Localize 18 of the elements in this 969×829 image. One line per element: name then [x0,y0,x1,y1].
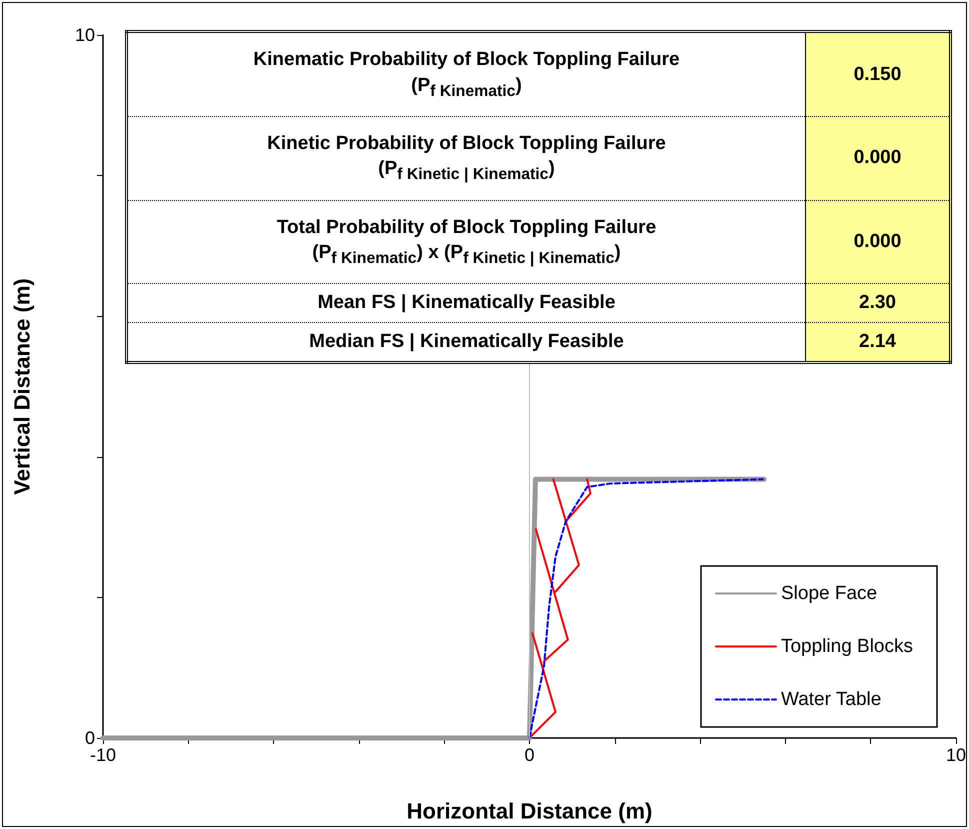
x-tick-label: 0 [524,745,534,765]
annotation: Total Probability of Block Toppling Failure (P$_{f Kinematic}$) x (P$_{f Kinetic | Kinematic}$) [126,200,806,284]
x-axis-title: Horizontal Distance (m) [406,798,652,824]
annotation: Median FS | Kinematically Feasible [126,322,806,362]
annotation: Mean FS | Kinematically Feasible [126,284,806,323]
annotation: 0.000 [806,116,950,200]
annotation: 0.150 [806,32,950,116]
annotation: 2.30 [806,284,950,323]
y-axis-title: Vertical Distance (m) [10,278,34,495]
legend-label: Toppling Blocks [780,636,914,657]
legend-label: Water Table [780,689,882,710]
annotation: 0.000 [806,200,950,284]
annotation: 2.14 [806,322,950,362]
legend-label: Slope Face [780,583,878,604]
annotation: Kinematic Probability of Block Toppling Failure (P$_{f Kinematic}$) [252,48,681,102]
x-tick-label: -10 [90,745,116,765]
x-tick-label: 10 [946,745,966,765]
annotation: Kinetic Probability of Block Toppling Failure (P$_{f Kinetic | Kinematic}$) [126,116,806,200]
